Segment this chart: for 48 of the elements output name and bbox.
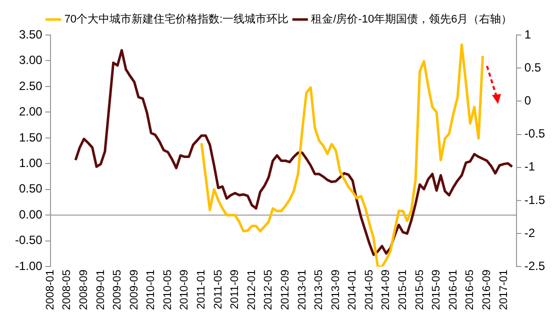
y2-tick-label: -1 — [524, 160, 536, 174]
x-tick-label: 2010-01 — [145, 270, 158, 310]
x-tick-label: 2008-01 — [44, 270, 56, 310]
x-tick-label: 2010-09 — [178, 270, 191, 310]
y-tick-label: 1.00 — [18, 156, 43, 170]
legend-label: 70个大中城市新建住宅价格指数:一线城市环比 — [64, 12, 289, 26]
y2-tick-label: -2 — [524, 226, 536, 240]
y2-tick-label: 0.5 — [524, 60, 542, 74]
x-tick-label: 2013-05 — [313, 270, 326, 310]
x-tick-label: 2013-01 — [296, 270, 308, 310]
x-tick-label: 2011-05 — [212, 270, 224, 310]
x-tick-label: 2009-05 — [112, 270, 124, 310]
y-tick-label: 3.50 — [18, 27, 43, 42]
x-tick-label: 2011-01 — [196, 270, 208, 310]
y-tick-label: 3.00 — [18, 53, 43, 68]
x-tick-label: 2015-05 — [414, 270, 426, 310]
x-tick-label: 2017-01 — [498, 270, 510, 310]
y-tick-label: 0.00 — [18, 207, 43, 222]
x-tick-label: 2008-05 — [61, 270, 74, 310]
x-tick-label: 2009-09 — [128, 270, 140, 310]
y2-tick-label: 0 — [524, 93, 532, 108]
x-tick-label: 2012-01 — [246, 270, 258, 310]
y2-tick-label: -1.5 — [524, 192, 546, 207]
x-tick-label: 2008-09 — [78, 270, 90, 310]
x-tick-label: 2016-01 — [447, 270, 460, 310]
x-tick-label: 2014-05 — [363, 270, 376, 310]
y-tick-label: 1.50 — [18, 130, 43, 144]
x-tick-label: 2015-09 — [430, 270, 443, 310]
x-tick-label: 2012-05 — [262, 270, 275, 310]
x-tick-label: 2016-05 — [464, 270, 476, 310]
legend-label: 租金/房价-10年期国债，领先6月（右轴） — [311, 12, 512, 26]
x-tick-label: 2014-09 — [380, 270, 392, 310]
y-tick-label: 2.50 — [18, 78, 43, 93]
x-tick-label: 2014-01 — [346, 270, 359, 310]
x-tick-label: 2013-09 — [330, 270, 342, 310]
y-tick-label: 2.00 — [18, 104, 43, 119]
x-tick-label: 2011-09 — [229, 270, 242, 310]
x-tick-label: 2010-05 — [162, 270, 174, 310]
y-tick-label: -1.00 — [14, 258, 43, 273]
x-tick-label: 2016-09 — [480, 270, 493, 310]
y2-tick-label: -2.5 — [524, 258, 546, 273]
y-tick-label: 0.50 — [18, 182, 43, 196]
x-tick-label: 2009-01 — [94, 270, 107, 310]
y2-tick-label: 1 — [524, 27, 532, 42]
y-tick-label: -0.50 — [14, 233, 43, 248]
x-tick-label: 2015-01 — [397, 270, 410, 310]
x-tick-label: 2012-09 — [279, 270, 292, 310]
y2-tick-label: -0.5 — [524, 126, 546, 141]
